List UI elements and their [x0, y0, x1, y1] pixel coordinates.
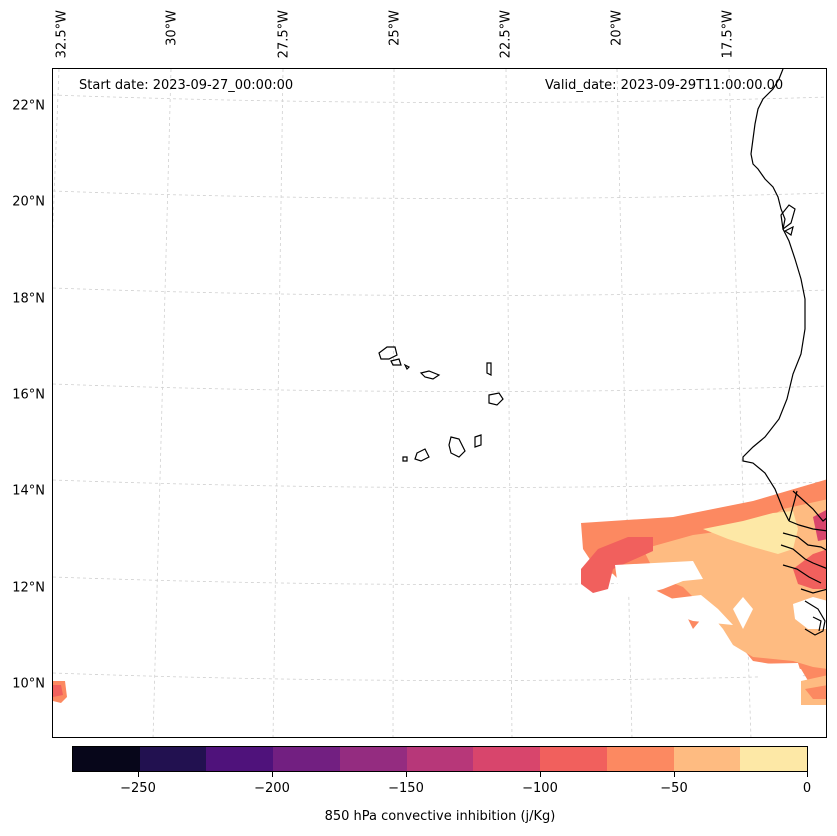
lat-label-22n: 22°N	[12, 98, 45, 114]
cin-fill-band-100-75-east	[793, 549, 826, 589]
colorbar-tick	[674, 772, 675, 777]
colorbar-tick	[807, 772, 808, 777]
cin-fill-west-inner	[53, 685, 63, 697]
graticule-parallel	[53, 190, 826, 199]
colorbar-swatch	[606, 747, 674, 771]
graticule-parallel	[53, 576, 826, 585]
island-fogo	[414, 448, 430, 462]
cin-gap-1	[615, 561, 703, 597]
colorbar-swatch	[673, 747, 741, 771]
island-sao-vicente	[390, 358, 402, 366]
lon-label-17-5w: 17.5°W	[720, 10, 736, 59]
island-santa-luzia	[403, 363, 411, 371]
colorbar-swatch	[473, 747, 541, 771]
graticule-meridian	[505, 69, 513, 737]
cin-fill-west	[53, 681, 67, 703]
graticule-meridian	[272, 69, 284, 737]
colorbar-swatch	[740, 747, 808, 771]
colorbar-label-minus-50: −50	[660, 781, 688, 796]
lat-label-20n: 20°N	[12, 194, 45, 210]
colorbar-tick	[272, 772, 273, 777]
cape-verde-islands	[378, 346, 504, 462]
valid-date-text: Valid_date: 2023-09-29T11:00:00.00	[545, 78, 784, 93]
island-sao-nicolau	[419, 370, 441, 380]
cin-gap-4	[793, 597, 826, 629]
lat-label-10n: 10°N	[12, 676, 45, 692]
lat-label-16n: 16°N	[12, 387, 45, 403]
island-brava	[402, 456, 408, 462]
graticule-parallel	[53, 287, 826, 296]
lon-label-22-5w: 22.5°W	[498, 10, 514, 59]
start-date-text: Start date: 2023-09-27_00:00:00	[79, 78, 294, 93]
colorbar-swatch	[540, 747, 607, 771]
colorbar-swatch	[406, 747, 474, 771]
cin-gap-3	[733, 597, 753, 629]
cin-fill-band-125-100	[813, 510, 826, 541]
lon-label-32-5w: 32.5°W	[54, 10, 70, 59]
graticule-meridian	[53, 69, 60, 234]
graticule-lines	[53, 69, 826, 737]
colorbar-swatch	[206, 747, 274, 771]
colorbar-title: 850 hPa convective inhibition (j/Kg)	[324, 809, 556, 824]
colorbar	[72, 746, 808, 772]
colorbar-label-minus-150: −150	[388, 781, 424, 796]
graticule-parallel	[53, 94, 826, 103]
cin-fill-east	[581, 479, 826, 705]
map-panel	[52, 68, 827, 738]
island-santiago	[448, 436, 466, 458]
graticule-meridian	[392, 69, 395, 737]
graticule-parallel	[53, 672, 826, 681]
graticule-parallel	[53, 383, 826, 392]
colorbar-swatch	[339, 747, 407, 771]
cin-gap-5	[753, 663, 803, 689]
lon-label-20w: 20°W	[609, 10, 625, 46]
colorbar-label-0: 0	[802, 781, 812, 796]
lon-label-30w: 30°W	[164, 10, 180, 46]
island-boa-vista	[488, 392, 504, 406]
colorbar-tick	[540, 772, 541, 777]
cin-gap-2	[668, 595, 733, 625]
colorbar-swatch	[273, 747, 340, 771]
cin-fill-band-25-0	[703, 511, 798, 554]
lat-label-18n: 18°N	[12, 291, 45, 307]
island-maio	[474, 434, 482, 448]
lon-label-25w: 25°W	[387, 10, 403, 46]
graticule-parallel	[53, 479, 826, 488]
colorbar-tick	[138, 772, 139, 777]
graticule-meridian	[152, 69, 172, 737]
lat-label-14n: 14°N	[12, 483, 45, 499]
island-santo-antao	[378, 346, 398, 360]
lat-label-12n: 12°N	[12, 580, 45, 596]
island-sal	[486, 362, 492, 376]
map-canvas	[53, 69, 826, 737]
colorbar-tick	[406, 772, 407, 777]
colorbar-label-minus-100: −100	[522, 781, 558, 796]
colorbar-swatch	[139, 747, 207, 771]
colorbar-label-minus-250: −250	[120, 781, 156, 796]
lon-label-27-5w: 27.5°W	[276, 10, 292, 59]
graticule-meridian	[616, 69, 633, 737]
colorbar-swatch	[73, 747, 140, 771]
cin-fill-southeast-edge	[805, 685, 826, 699]
colorbar-label-minus-200: −200	[254, 781, 290, 796]
coastline-africa	[742, 69, 826, 636]
